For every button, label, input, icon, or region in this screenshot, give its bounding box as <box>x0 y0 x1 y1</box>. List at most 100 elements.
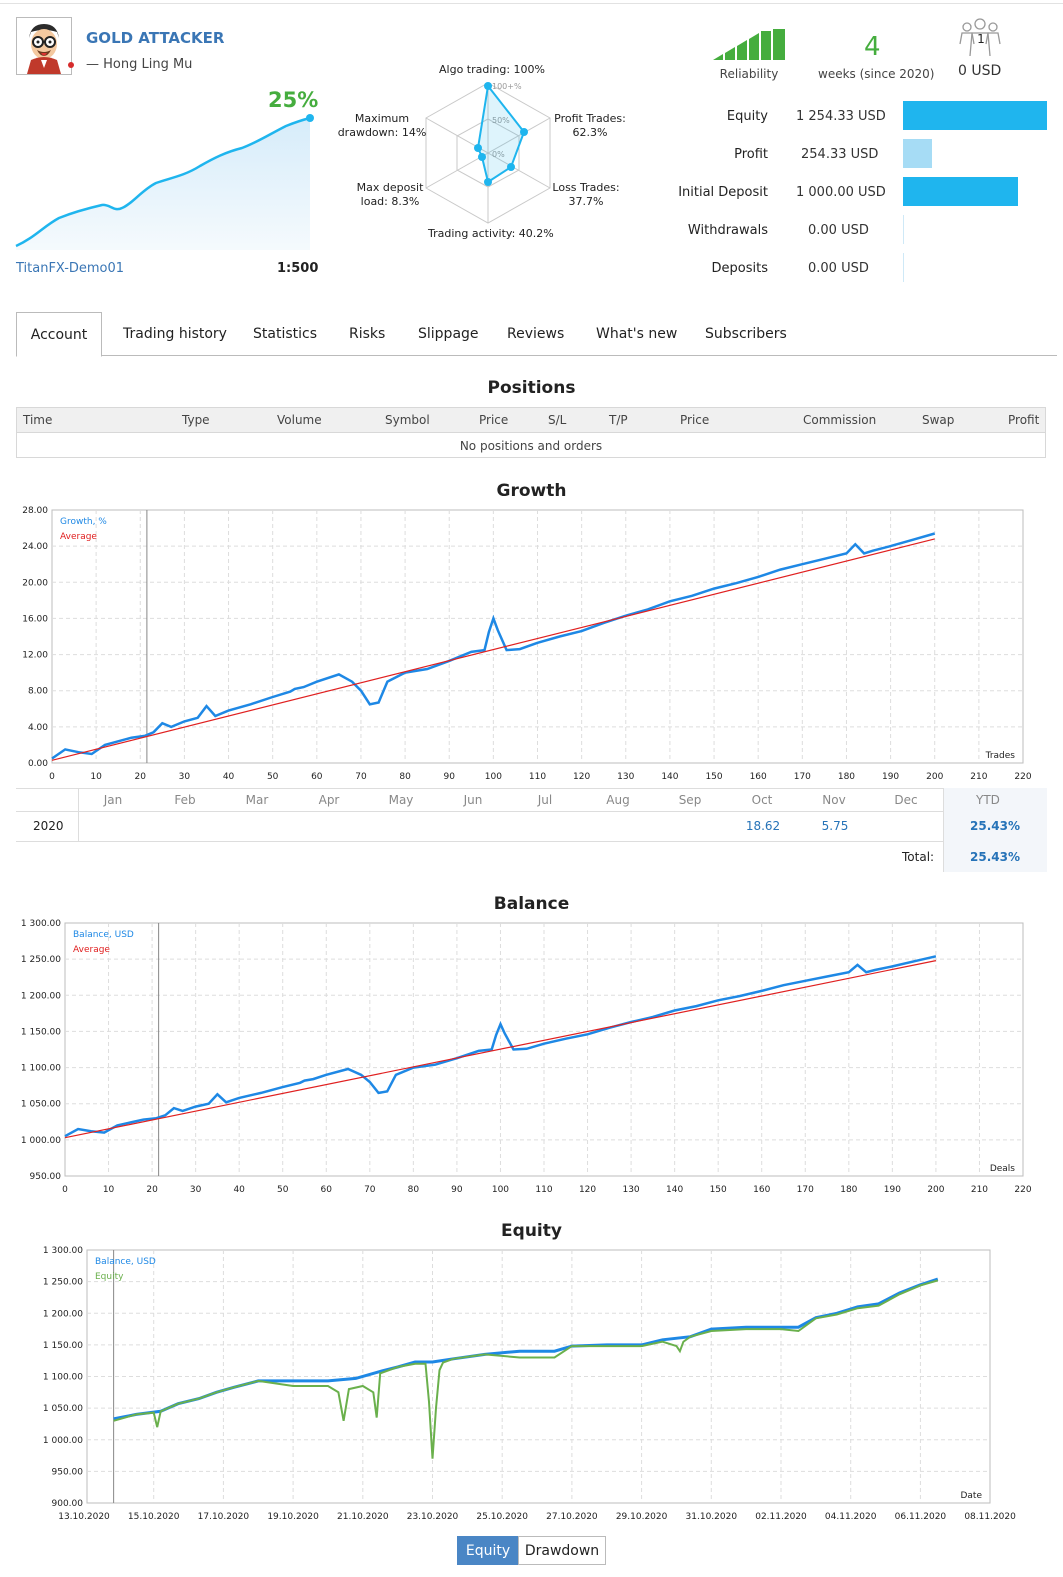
growth-percent: 25% <box>268 88 319 112</box>
col-tp: T/P <box>609 413 628 427</box>
y-tick-label: 1 300.00 <box>43 1246 83 1256</box>
month-header-aug: Aug <box>606 793 630 807</box>
stat-value-deposit: 1 000.00 USD <box>796 185 886 200</box>
radar-dd-label-2: drawdown: 14% <box>337 126 427 139</box>
stat-label-withdrawals: Withdrawals <box>687 223 768 238</box>
col-type: Type <box>182 413 210 427</box>
x-tick-label: 20 <box>146 1185 158 1195</box>
radar-profit-label-2: 62.3% <box>572 126 608 139</box>
month-header-jul: Jul <box>537 793 553 807</box>
tab-subscribers[interactable]: Subscribers <box>705 326 787 342</box>
radar-loss-label-2: 37.7% <box>568 195 604 208</box>
growth-title: Growth <box>496 481 567 501</box>
y-tick-label: 1 250.00 <box>21 955 61 965</box>
month-header-feb: Feb <box>174 793 196 807</box>
y-tick-label: 1 300.00 <box>21 919 61 929</box>
x-tick-label: 04.11.2020 <box>825 1512 877 1522</box>
x-tick-label: 29.10.2020 <box>616 1512 668 1522</box>
series-average <box>51 538 935 761</box>
y-tick-label: 0.00 <box>28 759 48 769</box>
month-header-jan: Jan <box>103 793 123 807</box>
month-table-head-line <box>16 811 1046 812</box>
legend-balance-usd: Balance, USD <box>73 930 134 940</box>
x-tick-label: 90 <box>444 772 456 782</box>
y-tick-label: 950.00 <box>30 1172 62 1182</box>
x-tick-label: 40 <box>223 772 235 782</box>
mini-growth-chart <box>15 114 314 250</box>
radar-profit-label: Profit Trades: 62.3% <box>552 112 628 140</box>
y-tick-label: 12.00 <box>22 651 48 661</box>
x-tick-label: 30 <box>190 1185 202 1195</box>
x-tick-label: 120 <box>573 772 590 782</box>
tab-bar: Account Trading history Statistics Risks… <box>16 312 1057 357</box>
tab-risks[interactable]: Risks <box>349 326 386 342</box>
x-tick-label: 210 <box>971 1185 988 1195</box>
x-tick-label: 120 <box>579 1185 596 1195</box>
tab-reviews[interactable]: Reviews <box>507 326 565 342</box>
radar-activity-label: Trading activity: 40.2% <box>428 227 554 240</box>
x-tick-label: 10 <box>103 1185 115 1195</box>
y-tick-label: 1 200.00 <box>21 991 61 1001</box>
y-tick-label: 1 200.00 <box>43 1309 83 1319</box>
col-swap: Swap <box>922 413 955 427</box>
month-header-may: May <box>388 793 414 807</box>
author-name[interactable]: — Hong Ling Mu <box>86 57 193 72</box>
signal-name[interactable]: GOLD ATTACKER <box>86 29 225 47</box>
radar-dd-label-1: Maximum <box>354 112 410 125</box>
x-tick-label: 160 <box>753 1185 770 1195</box>
radar-load-label: Max deposit load: 8.3% <box>352 181 428 209</box>
x-tick-label: 80 <box>399 772 411 782</box>
x-tick-label: 100 <box>485 772 502 782</box>
account-link[interactable]: TitanFX-Demo01 <box>16 261 125 276</box>
x-tick-label: 70 <box>364 1185 376 1195</box>
radar-load-label-2: load: 8.3% <box>360 195 420 208</box>
month-header-mar: Mar <box>245 793 269 807</box>
x-tick-label: 140 <box>666 1185 683 1195</box>
month-oct-value[interactable]: 18.62 <box>745 819 781 833</box>
drawdown-button[interactable]: Drawdown <box>518 1536 606 1565</box>
avatar[interactable] <box>16 17 72 75</box>
x-axis-label: Trades <box>985 751 1016 761</box>
legend-equity: Equity <box>95 1272 124 1282</box>
col-commission: Commission <box>803 413 877 427</box>
subscribers-icon[interactable] <box>958 18 1002 60</box>
month-header-dec: Dec <box>894 793 918 807</box>
y-tick-label: 1 150.00 <box>43 1341 83 1351</box>
year-label: 2020 <box>33 819 64 833</box>
x-tick-label: 110 <box>535 1185 552 1195</box>
x-tick-label: 60 <box>321 1185 333 1195</box>
tab-trading-history[interactable]: Trading history <box>123 326 227 342</box>
radar-shape <box>476 83 526 184</box>
y-tick-label: 950.00 <box>52 1467 84 1477</box>
stat-label-profit: Profit <box>734 147 768 162</box>
equity-chart: 900.00 950.00 1 000.00 1 050.00 1 100.00 1 15… <box>43 1246 1016 1522</box>
x-tick-label: 80 <box>408 1185 420 1195</box>
tab-whats-new[interactable]: What's new <box>596 326 678 342</box>
month-nov-value[interactable]: 5.75 <box>821 819 849 833</box>
col-time: Time <box>23 413 53 427</box>
col-profit: Profit <box>1008 413 1040 427</box>
x-tick-label: 31.10.2020 <box>686 1512 738 1522</box>
col-symbol: Symbol <box>385 413 430 427</box>
x-tick-label: 140 <box>661 772 678 782</box>
positions-table: Time Type Volume Symbol Price S/L T/P Pr… <box>16 407 1046 458</box>
y-tick-label: 16.00 <box>22 614 48 624</box>
x-tick-label: 130 <box>622 1185 639 1195</box>
series-growth <box>51 532 936 760</box>
radar-point-activity <box>484 178 492 186</box>
radar-point-loss <box>507 163 515 171</box>
tab-account[interactable]: Account <box>16 312 102 357</box>
tab-slippage[interactable]: Slippage <box>418 326 479 342</box>
tab-statistics[interactable]: Statistics <box>253 326 317 342</box>
y-tick-label: 1 100.00 <box>21 1064 61 1074</box>
x-tick-label: 220 <box>1014 772 1031 782</box>
stat-value-deposits: 0.00 USD <box>808 261 869 276</box>
radar-point-dd <box>474 144 482 152</box>
x-tick-label: 20 <box>135 772 147 782</box>
month-table-vline <box>78 788 79 842</box>
x-tick-label: 180 <box>838 772 855 782</box>
x-tick-label: 190 <box>884 1185 901 1195</box>
series-equity <box>113 1279 939 1459</box>
equity-button[interactable]: Equity <box>457 1536 519 1565</box>
radar-load-label-1: Max deposit <box>356 181 424 194</box>
